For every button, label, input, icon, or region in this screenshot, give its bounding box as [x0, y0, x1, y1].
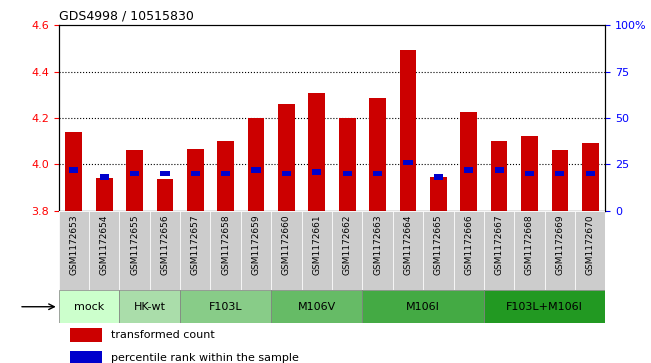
Bar	[309, 93, 326, 211]
Bar	[70, 351, 102, 363]
Bar	[460, 112, 477, 211]
Text: GSM1172660: GSM1172660	[282, 215, 291, 275]
Bar	[187, 149, 204, 211]
Bar	[191, 171, 200, 176]
Bar	[217, 141, 234, 211]
Bar	[586, 171, 595, 176]
Bar	[278, 104, 295, 211]
Text: GSM1172659: GSM1172659	[251, 215, 260, 275]
Text: GSM1172665: GSM1172665	[434, 215, 443, 275]
Bar	[545, 211, 575, 290]
Bar	[514, 211, 545, 290]
Text: GSM1172667: GSM1172667	[495, 215, 504, 275]
Bar	[126, 150, 143, 211]
Bar	[241, 211, 271, 290]
Bar	[70, 328, 102, 342]
Bar	[491, 141, 508, 211]
Text: GDS4998 / 10515830: GDS4998 / 10515830	[59, 10, 193, 23]
Bar	[434, 174, 443, 180]
Bar	[582, 143, 599, 211]
Bar	[160, 171, 169, 176]
Bar	[332, 211, 363, 290]
Bar	[271, 211, 301, 290]
Bar	[65, 132, 82, 211]
Bar	[282, 171, 291, 176]
Bar	[393, 211, 423, 290]
Text: transformed count: transformed count	[111, 330, 214, 340]
Bar	[119, 211, 150, 290]
Bar	[96, 178, 113, 211]
Bar	[59, 211, 89, 290]
Bar	[551, 150, 568, 211]
Text: GSM1172670: GSM1172670	[586, 215, 595, 275]
Bar	[575, 211, 605, 290]
Text: HK-wt: HK-wt	[133, 302, 166, 312]
Text: GSM1172663: GSM1172663	[373, 215, 382, 275]
Bar	[373, 171, 382, 176]
Bar	[247, 118, 264, 211]
Text: GSM1172655: GSM1172655	[130, 215, 139, 275]
Bar	[430, 177, 447, 211]
Text: M106V: M106V	[298, 302, 336, 312]
Bar	[69, 167, 78, 173]
Bar	[156, 179, 173, 211]
Bar	[150, 211, 180, 290]
Text: GSM1172656: GSM1172656	[160, 215, 169, 275]
Bar	[400, 50, 417, 211]
Bar	[59, 290, 119, 323]
Bar	[525, 171, 534, 176]
Bar	[180, 211, 210, 290]
Bar	[342, 171, 352, 176]
Bar	[210, 211, 241, 290]
Bar	[130, 171, 139, 176]
Text: F103L+M106I: F103L+M106I	[506, 302, 583, 312]
Text: GSM1172662: GSM1172662	[342, 215, 352, 275]
Text: M106I: M106I	[406, 302, 440, 312]
Text: GSM1172668: GSM1172668	[525, 215, 534, 275]
Bar	[404, 159, 413, 165]
Bar	[301, 211, 332, 290]
Bar	[464, 167, 473, 173]
Bar	[363, 290, 484, 323]
Bar	[221, 171, 230, 176]
Text: GSM1172666: GSM1172666	[464, 215, 473, 275]
Bar	[484, 290, 605, 323]
Bar	[251, 167, 260, 173]
Bar	[339, 118, 355, 211]
Bar	[454, 211, 484, 290]
Bar	[423, 211, 454, 290]
Text: F103L: F103L	[209, 302, 242, 312]
Text: GSM1172664: GSM1172664	[404, 215, 413, 275]
Bar	[363, 211, 393, 290]
Bar	[180, 290, 271, 323]
Text: percentile rank within the sample: percentile rank within the sample	[111, 354, 298, 363]
Bar	[521, 136, 538, 211]
Text: GSM1172669: GSM1172669	[555, 215, 564, 275]
Text: GSM1172658: GSM1172658	[221, 215, 230, 275]
Bar	[271, 290, 363, 323]
Bar	[89, 211, 119, 290]
Bar	[100, 174, 109, 180]
Text: mock: mock	[74, 302, 104, 312]
Bar	[484, 211, 514, 290]
Text: GSM1172653: GSM1172653	[69, 215, 78, 275]
Bar	[495, 167, 504, 173]
Bar	[555, 171, 564, 176]
Text: GSM1172654: GSM1172654	[100, 215, 109, 275]
Text: GSM1172661: GSM1172661	[312, 215, 322, 275]
Bar	[119, 290, 180, 323]
Bar	[369, 98, 386, 211]
Bar	[312, 169, 322, 175]
Text: GSM1172657: GSM1172657	[191, 215, 200, 275]
